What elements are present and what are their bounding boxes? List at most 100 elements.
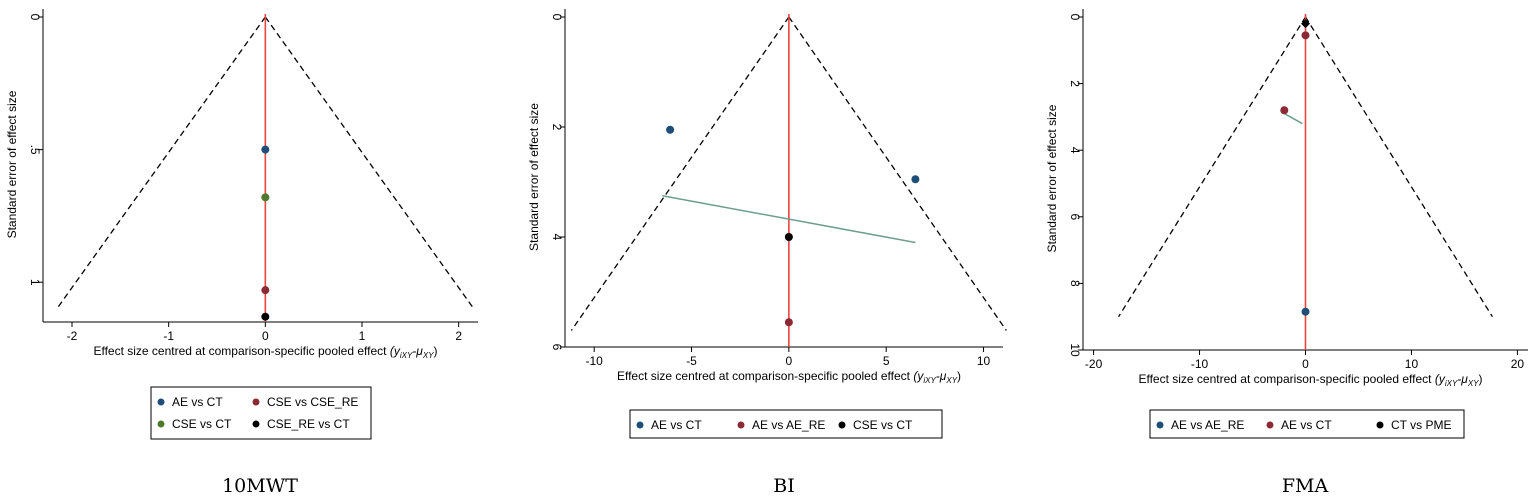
x-title-sub-2: XY — [945, 376, 957, 385]
funnel-right-boundary — [264, 16, 475, 310]
y-tick-label: 0 — [28, 14, 42, 21]
x-title-mu: -μ — [936, 369, 947, 383]
legend-label: AE vs CT — [172, 395, 223, 409]
x-tick-label: -20 — [1085, 357, 1103, 371]
x-tick-label: -1 — [163, 329, 174, 343]
data-point — [1280, 106, 1289, 115]
legend-marker — [252, 420, 260, 428]
regression-line — [662, 195, 916, 244]
legend-marker — [1266, 421, 1274, 429]
data-point — [666, 125, 675, 134]
legend-box — [150, 386, 372, 440]
legend-marker — [157, 398, 165, 406]
data-point — [911, 175, 920, 184]
x-tick-label: 1 — [359, 329, 366, 343]
funnel-left-boundary — [56, 16, 266, 310]
x-title-symbol: (y — [1435, 372, 1446, 386]
x-title-close: ) — [434, 344, 438, 358]
x-title-symbol: (y — [913, 369, 924, 383]
x-title-sub-1: iXY — [400, 351, 413, 360]
regression-line — [1283, 112, 1303, 125]
x-axis-title: Effect size centred at comparison-specif… — [93, 344, 437, 360]
y-axis-title: Standard error of effect size — [1045, 104, 1059, 252]
legend-label: CSE_RE vs CT — [267, 417, 350, 431]
data-point — [1301, 307, 1310, 316]
funnel-plot-bi: -10 -5 0 5 10 0 2 4 6 Standard error of effect si… — [527, 9, 1007, 497]
x-title-close: ) — [1479, 372, 1483, 386]
y-tick-label: 0 — [1068, 14, 1082, 21]
data-point — [1301, 19, 1310, 29]
x-tick-label: 10 — [977, 354, 991, 368]
legend-label: CSE vs CT — [172, 417, 232, 431]
x-tick-label: 10 — [1405, 357, 1419, 371]
legend-label: AE vs AE_RE — [752, 418, 825, 432]
data-point — [1301, 31, 1310, 40]
data-point — [784, 233, 793, 241]
x-title-symbol: (y — [390, 344, 401, 358]
x-title-main: Effect size centred at comparison-specif… — [1138, 372, 1434, 386]
legend-label: CSE vs CSE_RE — [267, 395, 358, 409]
x-title-sub-2: XY — [422, 351, 434, 360]
x-tick-label: -10 — [586, 354, 604, 368]
x-title-sub-1: iXY — [1445, 379, 1458, 388]
x-title-mu: -μ — [412, 344, 423, 358]
legend-label: CSE vs CT — [853, 418, 913, 432]
legend-marker — [157, 420, 165, 428]
x-title-main: Effect size centred at comparison-specif… — [617, 369, 913, 383]
funnel-plot-10mwt: -2 -1 0 1 2 0 .5 1 Standard error of effect size… — [5, 9, 478, 497]
y-tick-label: 4 — [1068, 147, 1082, 154]
x-tick-label: 0 — [262, 329, 269, 343]
legend-label: AE vs AE_RE — [1171, 418, 1244, 432]
y-axis-title: Standard error of effect size — [527, 103, 541, 251]
x-axis-title: Effect size centred at comparison-specif… — [617, 369, 961, 385]
y-axis-title: Standard error of effect size — [5, 90, 19, 238]
y-tick-label: 4 — [550, 234, 564, 241]
y-tick-label: 6 — [550, 344, 564, 351]
legend-marker — [1156, 421, 1164, 429]
y-tick-label: 10 — [1068, 343, 1082, 357]
legend-marker — [1376, 421, 1384, 429]
data-point — [261, 193, 270, 202]
data-point — [261, 145, 270, 154]
panel-label: BI — [773, 475, 794, 497]
y-tick-label: 0 — [550, 14, 564, 21]
x-title-close: ) — [957, 369, 961, 383]
y-tick-label: 8 — [1068, 280, 1082, 287]
funnel-left-boundary — [1118, 16, 1307, 318]
x-tick-label: 2 — [455, 329, 462, 343]
y-tick-label: 1 — [28, 279, 42, 286]
data-point — [261, 286, 270, 295]
x-title-sub-2: XY — [1467, 379, 1479, 388]
data-point — [261, 312, 270, 321]
legend-marker — [838, 421, 846, 429]
x-tick-label: 0 — [786, 354, 793, 368]
panel-label: FMA — [1282, 475, 1329, 497]
legend-box — [1149, 409, 1465, 439]
x-tick-label: -10 — [1191, 357, 1209, 371]
x-tick-label: -5 — [686, 354, 697, 368]
legend-label: AE vs CT — [1281, 418, 1332, 432]
y-tick-label: 2 — [1068, 80, 1082, 87]
x-tick-label: 20 — [1511, 357, 1525, 371]
y-tick-label: 2 — [550, 124, 564, 131]
panel-label: 10MWT — [222, 475, 298, 497]
legend-marker — [636, 421, 644, 429]
x-tick-label: -2 — [67, 329, 78, 343]
x-title-mu: -μ — [1457, 372, 1468, 386]
legend-box — [629, 409, 943, 439]
y-tick-label: 6 — [1068, 213, 1082, 220]
x-tick-label: 0 — [1302, 357, 1309, 371]
legend-marker — [252, 398, 260, 406]
legend-marker — [737, 421, 745, 429]
legend-label: AE vs CT — [651, 418, 702, 432]
legend-label: CT vs PME — [1391, 418, 1451, 432]
x-title-sub-1: iXY — [923, 376, 936, 385]
funnel-plot-fma: -20 -10 0 10 20 0 2 4 6 8 10 Standard error of effe… — [1045, 9, 1528, 497]
x-title-main: Effect size centred at comparison-specif… — [93, 344, 389, 358]
funnel-left-boundary — [570, 16, 790, 331]
funnel-right-boundary — [1304, 16, 1493, 318]
x-tick-label: 5 — [883, 354, 890, 368]
data-point — [784, 318, 793, 327]
funnel-right-boundary — [788, 16, 1007, 331]
